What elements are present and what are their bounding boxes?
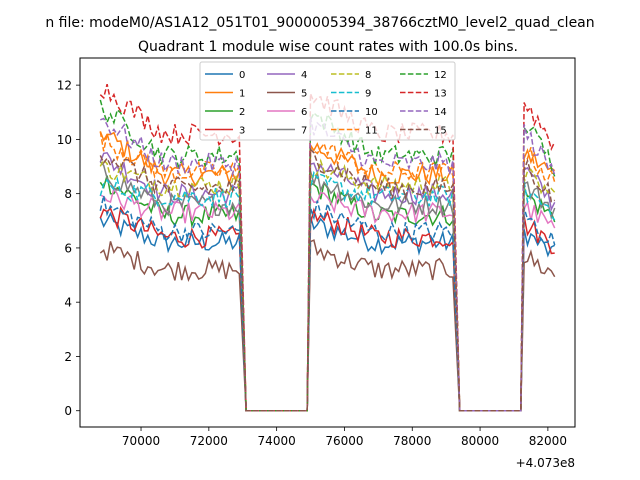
series-line-15 [99, 147, 555, 412]
x-axis-offset-label: +4.073e8 [516, 456, 575, 470]
y-tick-label: 8 [64, 187, 72, 201]
series-line-9 [99, 170, 556, 412]
series-line-0 [99, 211, 556, 412]
legend-label-11: 11 [365, 126, 378, 137]
x-tick-label: 82000 [529, 434, 567, 448]
series-line-10 [99, 195, 556, 412]
x-tick-label: 70000 [122, 434, 160, 448]
legend-label-0: 0 [239, 70, 245, 81]
legend-label-7: 7 [301, 126, 307, 137]
x-tick-label: 78000 [393, 434, 431, 448]
y-tick-label: 2 [64, 350, 72, 364]
x-tick-label: 74000 [258, 434, 296, 448]
legend-label-6: 6 [301, 107, 307, 118]
axes-frame [79, 57, 576, 428]
legend-label-10: 10 [365, 107, 378, 118]
legend-label-2: 2 [239, 107, 245, 118]
legend-label-1: 1 [239, 89, 245, 100]
legend-label-4: 4 [301, 70, 307, 81]
x-axis-ticks: 70000 72000 74000 76000 78000 80000 82000 [122, 427, 567, 448]
y-tick-label: 12 [57, 79, 72, 93]
series-line-11 [99, 131, 556, 412]
y-tick-label: 10 [57, 133, 72, 147]
x-tick-label: 80000 [461, 434, 499, 448]
legend-label-5: 5 [301, 89, 307, 100]
legend-label-12: 12 [434, 70, 447, 81]
series-lines [99, 84, 556, 412]
series-line-7 [99, 161, 556, 412]
chart-title: Quadrant 1 module wise count rates with … [138, 39, 518, 55]
legend-label-8: 8 [365, 70, 371, 81]
series-line-3 [99, 205, 555, 412]
x-tick-label: 72000 [190, 434, 228, 448]
x-tick-label: 76000 [325, 434, 363, 448]
series-line-8 [99, 158, 556, 412]
legend-label-13: 13 [434, 89, 447, 100]
series-line-5 [99, 239, 556, 412]
legend-frame [199, 61, 456, 141]
legend-label-15: 15 [434, 126, 447, 137]
legend-label-9: 9 [365, 89, 371, 100]
series-line-12 [99, 99, 556, 412]
figure-suptitle: n file: modeM0/AS1A12_051T01_9000005394_… [45, 15, 594, 31]
plot-area [79, 57, 576, 428]
y-tick-label: 6 [64, 241, 72, 255]
y-tick-label: 4 [64, 296, 72, 310]
y-tick-label: 0 [64, 404, 72, 418]
legend-label-14: 14 [434, 107, 447, 118]
series-line-1 [99, 131, 556, 412]
legend-label-3: 3 [239, 126, 245, 137]
y-axis-ticks: 0 2 4 6 8 10 12 [57, 79, 80, 418]
